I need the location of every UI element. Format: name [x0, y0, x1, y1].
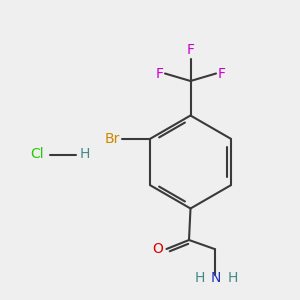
Text: Br: Br	[105, 132, 120, 146]
Text: H: H	[80, 148, 90, 161]
Text: F: F	[218, 67, 226, 80]
Text: O: O	[152, 242, 163, 256]
Text: N: N	[211, 271, 221, 284]
Text: Cl: Cl	[30, 148, 43, 161]
Text: F: F	[155, 67, 164, 80]
Text: F: F	[187, 43, 194, 57]
Text: H: H	[194, 271, 205, 284]
Text: H: H	[227, 271, 238, 284]
